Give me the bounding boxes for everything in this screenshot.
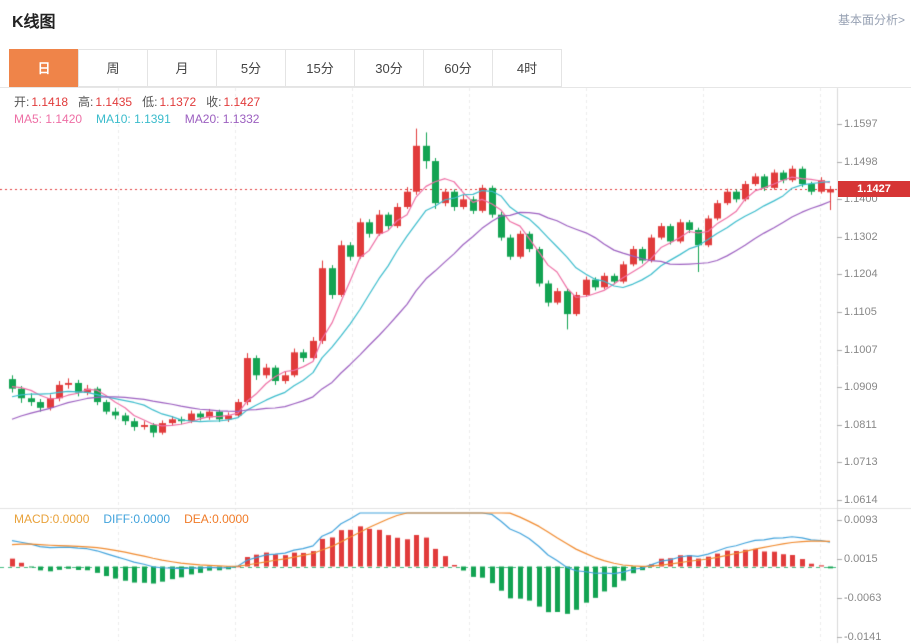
current-price-tag: 1.1427 xyxy=(838,181,910,198)
price-tick-label: 1.1302 xyxy=(844,230,878,243)
ohlc-close-label: 收: xyxy=(206,95,222,109)
price-tick-label: 1.1105 xyxy=(844,306,877,318)
price-tick-label: 1.0713 xyxy=(844,456,878,469)
ma5-legend: MA5: 1.1420 xyxy=(14,112,83,126)
ohlc-open: 开: 1.1418 xyxy=(14,95,68,109)
ma20-legend: MA20: 1.1332 xyxy=(184,112,260,126)
tab-4hour[interactable]: 4时 xyxy=(492,49,562,87)
tab-day[interactable]: 日 xyxy=(9,49,79,87)
ma10-legend: MA10: 1.1391 xyxy=(96,112,171,126)
macd-tick-label: -0.0141 xyxy=(844,631,882,643)
macd-tick-label: 0.0093 xyxy=(844,514,878,526)
ohlc-low-value: 1.1372 xyxy=(159,95,197,109)
ohlc-legend: 开: 1.1418 高: 1.1435 低: 1.1372 收: 1.1427 xyxy=(14,93,270,110)
ohlc-close-value: 1.1427 xyxy=(223,95,261,109)
price-tick-label: 1.1204 xyxy=(844,268,878,281)
tab-60min[interactable]: 60分 xyxy=(423,49,493,87)
period-tabs: 日周月 5分 15分 30分 60分 4时 xyxy=(9,49,562,87)
page-title: K线图 xyxy=(12,14,56,31)
tab-week[interactable]: 周 xyxy=(78,49,148,87)
price-tick-label: 1.1498 xyxy=(844,155,878,168)
price-tick-label: 1.1597 xyxy=(844,118,878,130)
tab-15min[interactable]: 15分 xyxy=(285,49,355,87)
price-tick-label: 1.0909 xyxy=(844,381,878,394)
macd-tick-label: 0.0015 xyxy=(844,553,878,565)
macd-legend: MACD:0.0000 DIFF:0.0000 DEA:0.0000 xyxy=(14,512,263,526)
ohlc-low-label: 低: xyxy=(142,95,158,109)
diff-indicator-legend: DIFF:0.0000 xyxy=(103,512,171,526)
price-tick-label: 1.0811 xyxy=(844,418,877,431)
tab-month[interactable]: 月 xyxy=(147,49,217,87)
ma-legend: MA5: 1.1420 MA10: 1.1391 MA20: 1.1332 xyxy=(14,112,273,126)
ohlc-open-label: 开: xyxy=(14,95,30,109)
price-tick-label: 1.1007 xyxy=(844,343,878,356)
dea-indicator-legend: DEA:0.0000 xyxy=(184,512,249,526)
tabbar-divider xyxy=(0,87,911,88)
price-tick-label: 1.0614 xyxy=(844,494,878,506)
macd-indicator-legend: MACD:0.0000 xyxy=(14,512,90,526)
ohlc-high: 高: 1.1435 xyxy=(78,95,132,109)
ohlc-high-value: 1.1435 xyxy=(95,95,133,109)
ohlc-close: 收: 1.1427 xyxy=(206,95,260,109)
tab-5min[interactable]: 5分 xyxy=(216,49,286,87)
ohlc-open-value: 1.1418 xyxy=(31,95,69,109)
ohlc-low: 低: 1.1372 xyxy=(142,95,196,109)
fundamental-analysis-link[interactable]: 基本面分析> xyxy=(837,13,905,27)
ohlc-high-label: 高: xyxy=(78,95,94,109)
macd-tick-label: -0.0063 xyxy=(844,592,882,604)
tab-30min[interactable]: 30分 xyxy=(354,49,424,87)
